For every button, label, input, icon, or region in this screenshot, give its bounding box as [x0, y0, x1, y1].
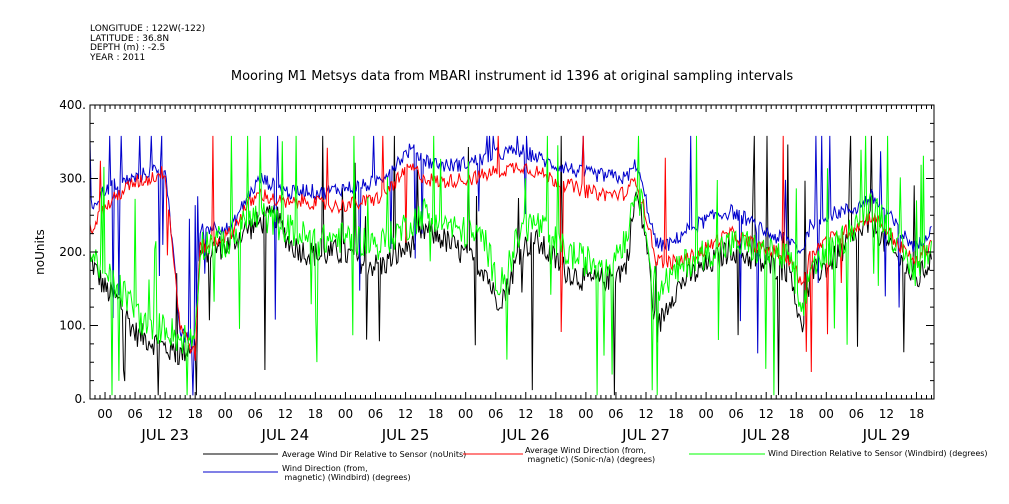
x-day-label: JUL 29	[862, 426, 911, 444]
y-tick-label: 400.	[59, 98, 86, 112]
x-tick-label: 06	[368, 407, 383, 421]
x-tick-label: 06	[608, 407, 623, 421]
x-tick-label: 06	[729, 407, 744, 421]
x-tick-label: 00	[458, 407, 473, 421]
x-tick-label: 00	[338, 407, 353, 421]
x-tick-label: 18	[308, 407, 323, 421]
y-tick-label: 0.	[75, 392, 86, 406]
y-tick-label: 300.	[59, 172, 86, 186]
latitude-label: LATITUDE : 36.8N	[90, 34, 169, 44]
x-tick-label: 18	[789, 407, 804, 421]
legend-entry-1: Average Wind Direction (from, magnetic) …	[525, 446, 655, 464]
x-tick-label: 18	[548, 407, 563, 421]
series-line-2	[89, 135, 932, 396]
y-tick-label: 100.	[59, 319, 86, 333]
y-tick-label: 200.	[59, 245, 86, 259]
x-tick-label: 06	[488, 407, 503, 421]
x-tick-label: 12	[638, 407, 653, 421]
x-tick-label: 12	[879, 407, 894, 421]
legend-entry-3: Wind Direction (from, magnetic) (Windbir…	[282, 464, 411, 482]
depth-label: DEPTH (m) : -2.5	[90, 43, 165, 53]
x-day-label: JUL 23	[140, 426, 189, 444]
x-day-label: JUL 24	[261, 426, 310, 444]
x-day-label: JUL 27	[621, 426, 670, 444]
x-tick-label: 06	[849, 407, 864, 421]
x-day-label: JUL 26	[501, 426, 550, 444]
legend: Average Wind Dir Relative to Sensor (noU…	[203, 446, 988, 482]
x-tick-label: 18	[668, 407, 683, 421]
series-line-1	[89, 135, 932, 373]
x-tick-label: 12	[759, 407, 774, 421]
x-tick-label: 00	[218, 407, 233, 421]
x-tick-label: 12	[157, 407, 172, 421]
x-tick-label: 18	[909, 407, 924, 421]
x-tick-label: 12	[518, 407, 533, 421]
series-line-0	[89, 135, 932, 396]
x-tick-label: 06	[248, 407, 263, 421]
chart-title: Mooring M1 Metsys data from MBARI instru…	[231, 69, 793, 84]
legend-entry-0: Average Wind Dir Relative to Sensor (noU…	[282, 450, 466, 459]
x-tick-label: 00	[819, 407, 834, 421]
series-layer	[89, 135, 932, 396]
x-day-label: JUL 25	[381, 426, 430, 444]
x-day-label: JUL 28	[741, 426, 790, 444]
x-tick-label: 18	[188, 407, 203, 421]
y-axis-label: noUnits	[33, 229, 47, 275]
x-tick-label: 12	[398, 407, 413, 421]
header-meta: LONGITUDE : 122W(-122) LATITUDE : 36.8N …	[89, 24, 205, 63]
x-tick-label: 18	[428, 407, 443, 421]
longitude-label: LONGITUDE : 122W(-122)	[90, 24, 205, 34]
x-tick-label: 00	[97, 407, 112, 421]
legend-entry-2: Wind Direction Relative to Sensor (Windb…	[768, 449, 988, 458]
year-label: YEAR : 2011	[89, 53, 145, 63]
x-tick-label: 00	[698, 407, 713, 421]
x-tick-label: 12	[278, 407, 293, 421]
axes-layer: 0. 100. 200. 300. 400. 00 06 12 18 00 06 12 18 00 06 12…	[59, 98, 935, 444]
x-tick-label: 00	[578, 407, 593, 421]
x-tick-label: 06	[127, 407, 142, 421]
